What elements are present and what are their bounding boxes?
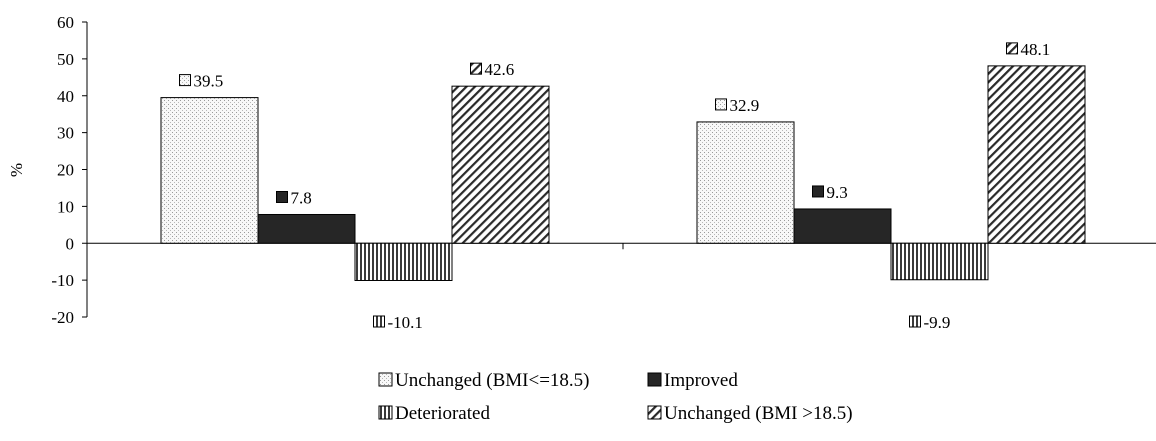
data-label-key bbox=[179, 74, 191, 87]
bar bbox=[987, 65, 1086, 244]
data-label: 42.6 bbox=[485, 60, 515, 79]
data-label-key bbox=[1006, 42, 1018, 55]
y-axis-label: % bbox=[7, 163, 26, 177]
legend-swatch bbox=[378, 372, 393, 387]
bar bbox=[257, 213, 356, 244]
y-tick-label: 20 bbox=[57, 161, 74, 180]
bar bbox=[451, 85, 550, 244]
bars bbox=[160, 65, 1086, 281]
data-label-key bbox=[715, 98, 727, 111]
y-tick-label: 50 bbox=[57, 50, 74, 69]
legend-label: Unchanged (BMI<=18.5) bbox=[395, 370, 590, 391]
data-label: -9.9 bbox=[924, 313, 951, 332]
legend-label: Unchanged (BMI >18.5) bbox=[664, 403, 853, 424]
y-tick-label: 60 bbox=[57, 13, 74, 32]
data-labels: 39.5 32.9 7.8 9.3 -10.1 -9.9 42.6 48.1 bbox=[179, 40, 1051, 332]
y-tick-label: -20 bbox=[51, 308, 74, 327]
data-label-key bbox=[470, 62, 482, 75]
data-label: 39.5 bbox=[194, 72, 224, 91]
bar bbox=[793, 208, 892, 244]
y-tick-label: 10 bbox=[57, 197, 74, 216]
data-label-key bbox=[812, 185, 824, 198]
y-tick-label: 30 bbox=[57, 124, 74, 143]
legend-swatch bbox=[378, 405, 393, 420]
bar bbox=[890, 242, 989, 281]
data-label: 9.3 bbox=[827, 183, 848, 202]
y-tick-label: 40 bbox=[57, 87, 74, 106]
data-label: -10.1 bbox=[388, 313, 423, 332]
legend-swatch bbox=[647, 405, 662, 420]
data-label-key bbox=[373, 315, 385, 328]
legend-label: Improved bbox=[664, 370, 738, 391]
data-label: 7.8 bbox=[291, 188, 312, 207]
y-tick-label: -10 bbox=[51, 271, 74, 290]
legend-label: Deteriorated bbox=[395, 403, 490, 424]
bar bbox=[160, 97, 259, 244]
bar bbox=[354, 242, 453, 281]
legend-swatch bbox=[647, 372, 662, 387]
data-label-key bbox=[276, 190, 288, 203]
data-label-key bbox=[909, 315, 921, 328]
data-label: 48.1 bbox=[1021, 40, 1051, 59]
legend: Unchanged (BMI<=18.5) Improved Deteriorate… bbox=[378, 370, 853, 424]
data-label: 32.9 bbox=[730, 96, 760, 115]
bar bbox=[696, 121, 795, 244]
y-tick-label: 0 bbox=[66, 234, 75, 253]
